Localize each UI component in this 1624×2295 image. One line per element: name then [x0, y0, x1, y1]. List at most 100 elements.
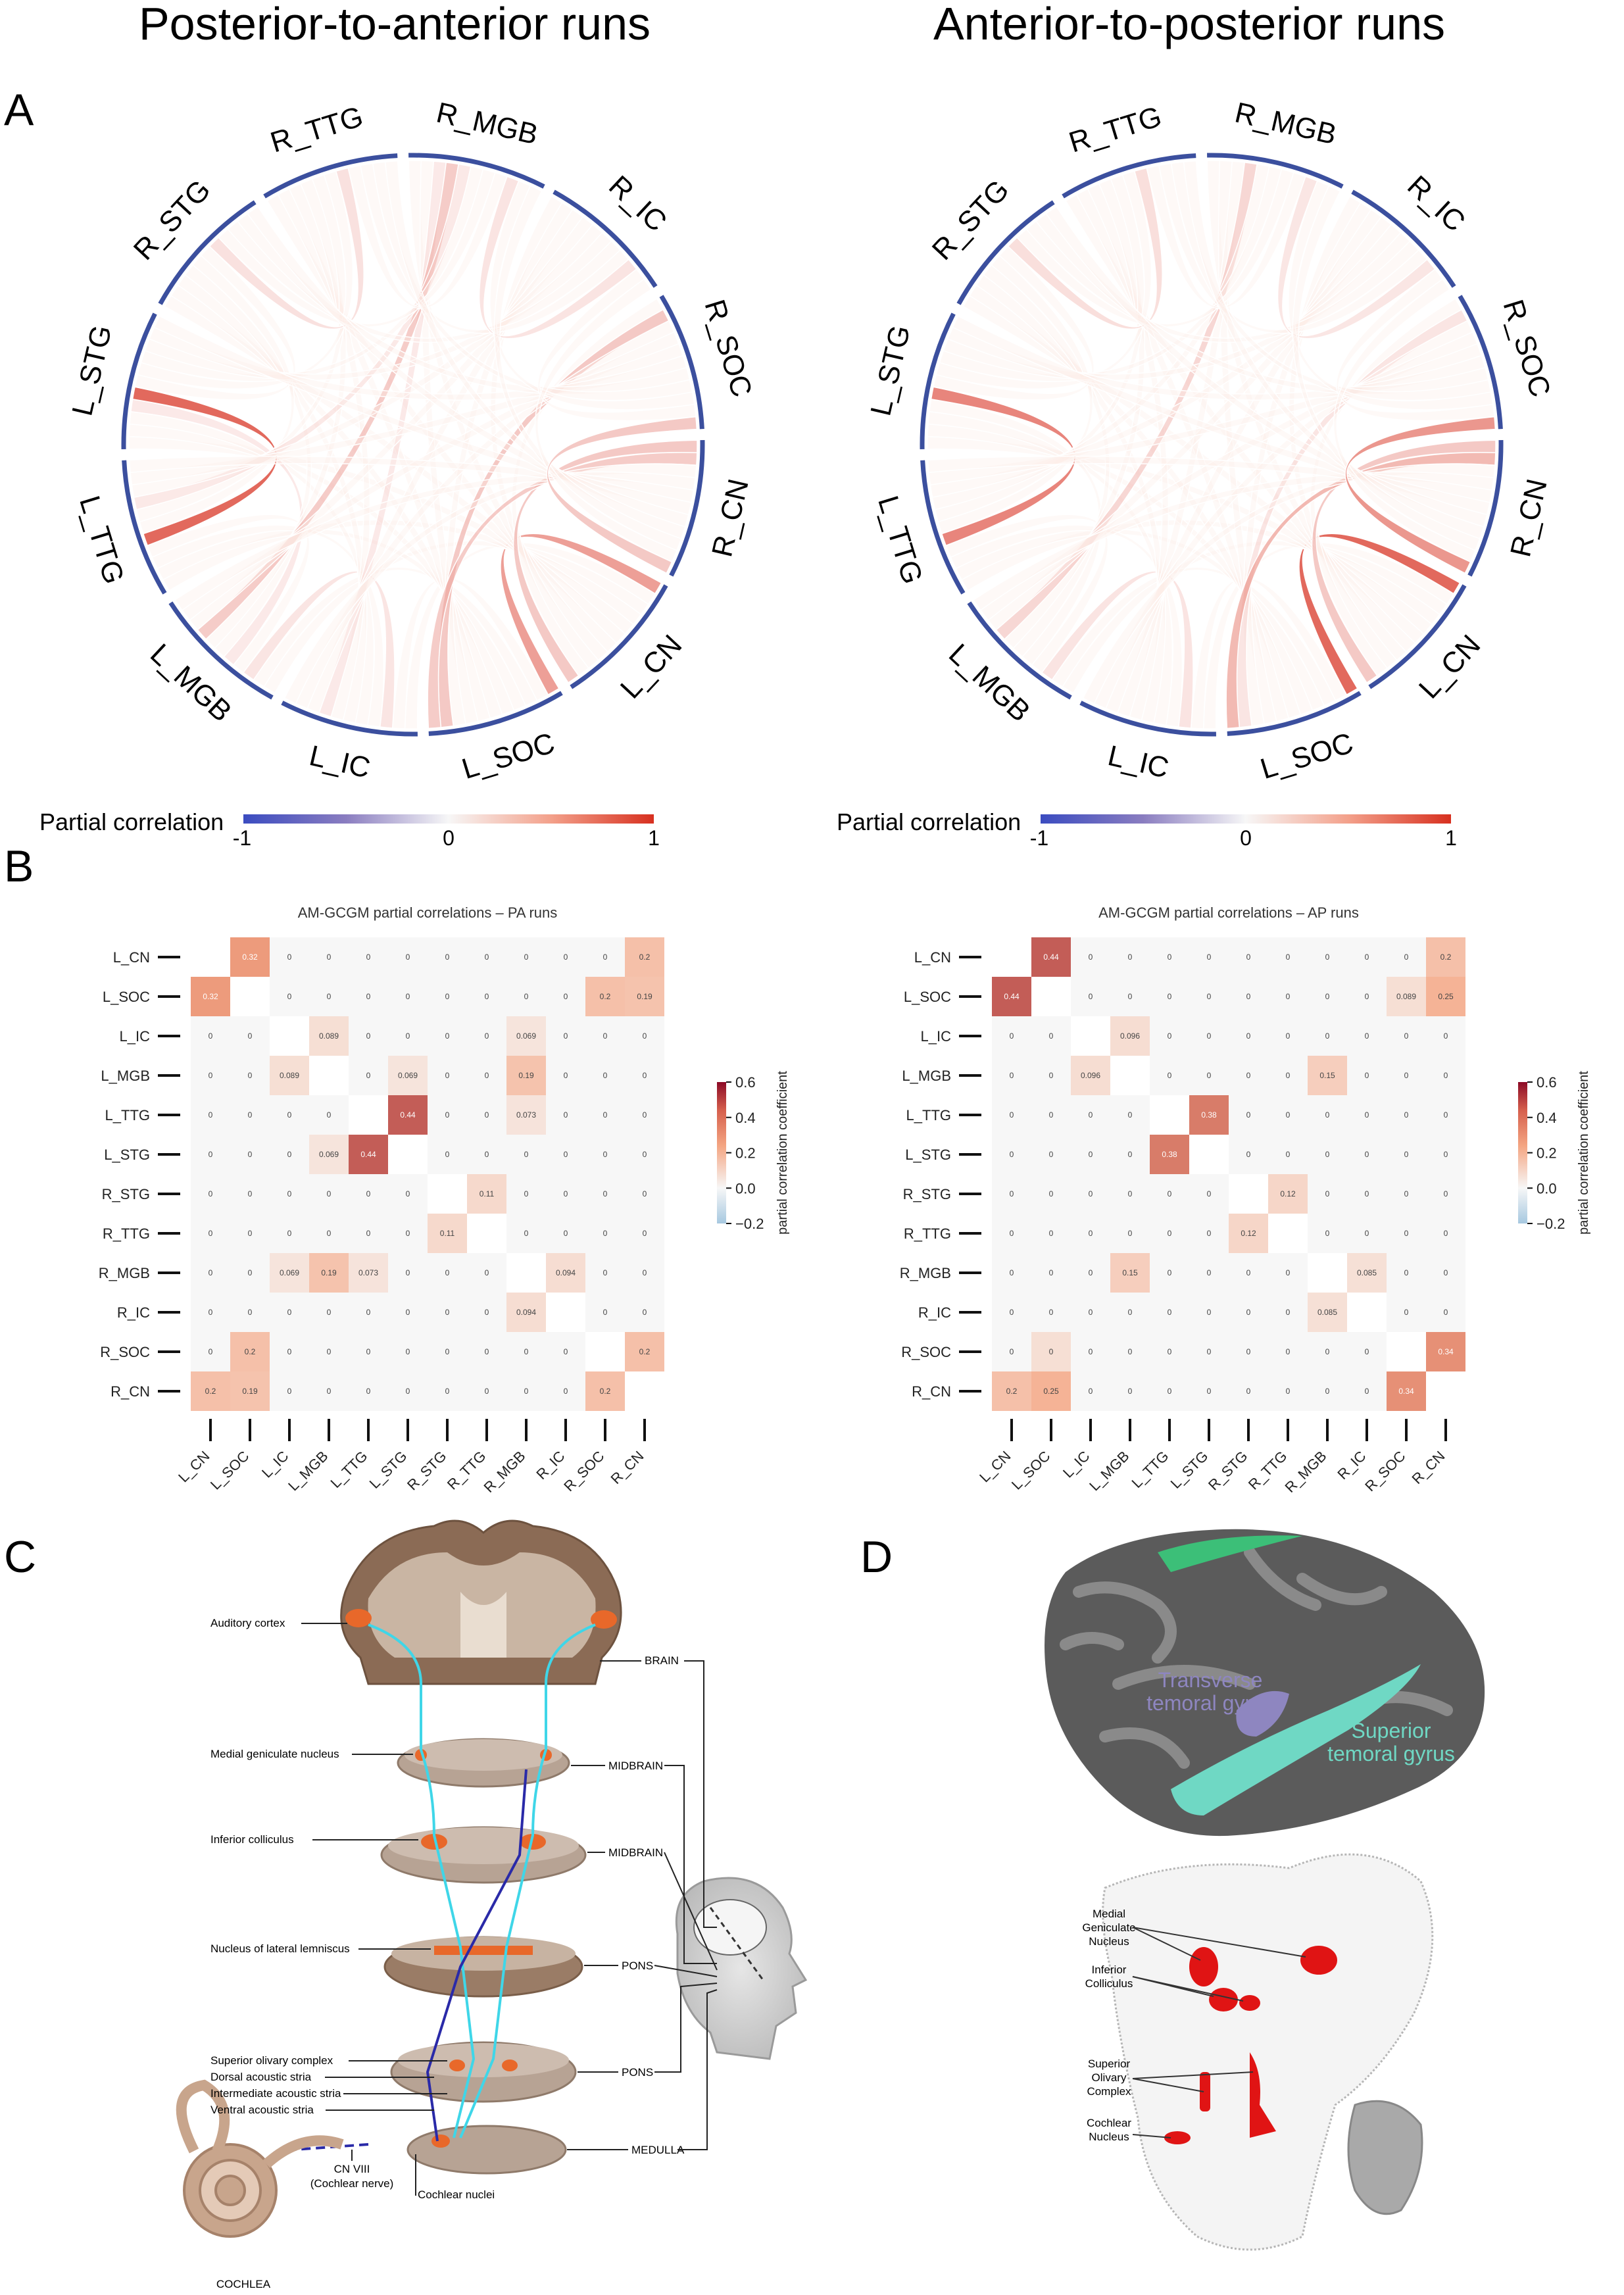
heatmap-cell	[1031, 1016, 1071, 1056]
heatmap-value-label: 0	[445, 1308, 450, 1317]
heatmap-value-label: 0	[1365, 1071, 1369, 1080]
heatmap-cell	[625, 1214, 664, 1253]
heatmap-value-label: 0	[1404, 1268, 1409, 1277]
heatmap-cell	[1071, 1095, 1110, 1135]
heatmap-value-label: 0.15	[1319, 1071, 1335, 1080]
chord-link-L_SOC-L_MGB	[253, 566, 538, 706]
heatmap-cell	[467, 1332, 506, 1371]
chord-link-R_STG-R_SOC	[237, 212, 691, 395]
chord-sector-R_TTG	[1062, 153, 1196, 199]
heatmap-value-label: 0.073	[358, 1268, 378, 1277]
chord-link-L_CN-R_STG	[962, 295, 1425, 644]
heatmap-cell	[1031, 937, 1071, 977]
chord-colorbar-pa: Partial correlation -1 0 1	[39, 808, 660, 850]
chord-link-L_MGB-R_SOC	[181, 332, 679, 621]
heatmap-row-label: L_CN	[914, 949, 951, 966]
chord-link-R_TTG-R_MGB	[1146, 164, 1306, 309]
heatmap-value-label: 0	[1128, 1347, 1133, 1356]
heatmap-value-label: 0	[1286, 1110, 1291, 1120]
chord-sector-R_IC	[553, 189, 658, 288]
heatmap-value-label: 0	[287, 1189, 292, 1198]
heatmap-col-label: L_CN	[976, 1448, 1014, 1485]
heatmap-value-label: 0	[1246, 992, 1251, 1001]
heatmap-cell	[546, 1214, 585, 1253]
heatmap-cell	[506, 977, 546, 1016]
heatmap-value-label: 0	[406, 952, 410, 962]
label-pons-2: PONS	[622, 2066, 653, 2079]
heatmap-cell	[191, 1135, 230, 1174]
heatmap-cell	[1268, 1056, 1308, 1095]
heatmap-cell	[506, 1056, 546, 1095]
heatmap-cell	[230, 1016, 270, 1056]
heatmap-cell	[1308, 1253, 1347, 1293]
label-cochlear-nerve: (Cochlear nerve)	[310, 2177, 394, 2190]
heatmap-cell	[1110, 937, 1150, 977]
heatmap-row-label: L_SOC	[904, 989, 951, 1005]
heatmap-cell	[388, 1214, 428, 1253]
label-brain: BRAIN	[645, 1654, 679, 1667]
heatmap-value-label: 0.2	[1006, 1387, 1018, 1396]
heatmap-cell	[1308, 1174, 1347, 1214]
chord-link-L_TTG-R_SOC	[130, 343, 684, 486]
heatmap-cell	[230, 1214, 270, 1253]
heatmap-cell	[1189, 1371, 1229, 1411]
chord-link-L_STG-R_IC	[943, 232, 1411, 381]
heatmap-value-label: 0.32	[203, 992, 218, 1001]
heatmap-cell	[992, 1371, 1031, 1411]
heatmap-value-label: 0	[327, 1308, 332, 1317]
heatmap-cell	[309, 1332, 349, 1371]
heatmap-cell	[349, 1214, 388, 1253]
chord-sector-R_IC	[1351, 189, 1456, 288]
chord-link-L_STG-R_STG	[134, 245, 297, 401]
heatmap-value-label: 0	[366, 952, 371, 962]
heatmap-value-label: 0	[1286, 1150, 1291, 1159]
chord-link-L_SOC-L_STG	[927, 423, 1314, 716]
heatmap-cell	[428, 1056, 467, 1095]
heatmap-cell	[546, 937, 585, 977]
heatmap-cell	[546, 1371, 585, 1411]
panel-letter-a: A	[4, 85, 34, 135]
heatmap-value-label: 0	[445, 1387, 450, 1396]
heatmap-row-label: R_CN	[111, 1383, 150, 1400]
heatmap-cell	[191, 1293, 230, 1332]
label-midbrain-1: MIDBRAIN	[608, 1760, 663, 1772]
chord-link-L_CN-L_STG	[128, 435, 634, 635]
heatmap-cell	[1229, 977, 1268, 1016]
heatmap-value-label: 0.11	[440, 1229, 455, 1238]
heatmap-value-label: 0	[366, 1031, 371, 1041]
heatmap-cell	[625, 1056, 664, 1095]
chord-link-L_IC-L_STG	[927, 410, 1173, 726]
chord-link-L_IC-L_MGB	[1041, 570, 1194, 729]
chord-link-L_IC-R_TTG	[288, 183, 371, 721]
label-mgn-2: Geniculate	[1082, 1921, 1135, 1934]
heatmap-cell	[388, 1095, 428, 1135]
heatmap-cell	[506, 1135, 546, 1174]
heatmap-cell	[1387, 1214, 1426, 1253]
heatmap-cell	[388, 1056, 428, 1095]
heatmap-cell	[230, 1253, 270, 1293]
heatmap-cell	[230, 1371, 270, 1411]
heatmap-col-label: L_SOC	[1008, 1448, 1054, 1493]
heatmap-cell	[230, 1332, 270, 1371]
heatmap-cell	[349, 1371, 388, 1411]
heatmap-row-label: L_SOC	[103, 989, 150, 1005]
heatmap-value-label: 0	[406, 1347, 410, 1356]
heatmap-value-label: 0	[445, 1110, 450, 1120]
heatmap-cell	[1229, 1056, 1268, 1095]
heatmap-cell	[585, 1095, 625, 1135]
heatmap-cell	[309, 937, 349, 977]
heatmap-value-label: 0	[366, 1308, 371, 1317]
heatmap-cell	[1387, 1332, 1426, 1371]
heatmap-value-label: 0	[485, 1308, 489, 1317]
chord-colorbar-mid: 0	[1240, 826, 1252, 850]
heatmap-value-label: 0	[1128, 1189, 1133, 1198]
heatmap-cell	[1347, 1371, 1387, 1411]
heatmap-cell	[1071, 1332, 1110, 1371]
heatmap-value-label: 0	[209, 1150, 213, 1159]
chord-link-L_CN-L_MGB	[1062, 540, 1448, 694]
heatmap-value-label: 0	[406, 1229, 410, 1238]
heatmap-cell	[230, 1095, 270, 1135]
heatmap-value-label: 0	[248, 1110, 253, 1120]
heatmap-value-label: 0	[485, 1031, 489, 1041]
label-ic-2: Colliculus	[1085, 1977, 1133, 1990]
